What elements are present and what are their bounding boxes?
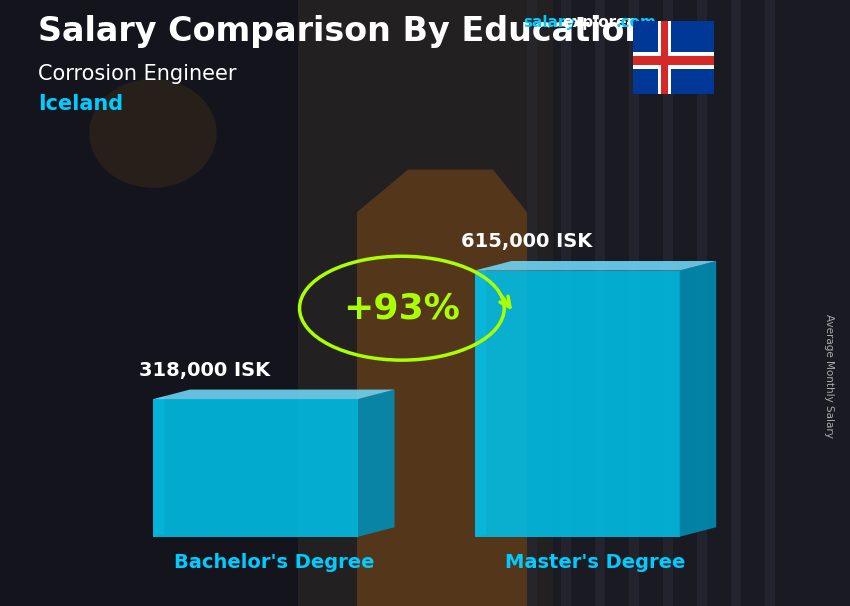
Text: salary: salary: [523, 15, 575, 30]
Polygon shape: [680, 261, 717, 537]
Bar: [633, 52, 714, 68]
Text: Corrosion Engineer: Corrosion Engineer: [38, 64, 237, 84]
Text: Average Monthly Salary: Average Monthly Salary: [824, 314, 834, 438]
Text: 318,000 ISK: 318,000 ISK: [139, 361, 270, 380]
Bar: [561, 0, 571, 606]
Text: explorer: explorer: [563, 15, 635, 30]
Text: Salary Comparison By Education: Salary Comparison By Education: [38, 15, 649, 48]
Bar: [661, 21, 668, 94]
Bar: [765, 0, 775, 606]
Bar: [731, 0, 741, 606]
Text: 615,000 ISK: 615,000 ISK: [461, 232, 592, 251]
Polygon shape: [153, 399, 358, 537]
Text: +93%: +93%: [343, 291, 461, 325]
Text: Bachelor's Degree: Bachelor's Degree: [173, 553, 374, 572]
Bar: [527, 0, 537, 606]
Text: Master's Degree: Master's Degree: [506, 553, 686, 572]
Polygon shape: [475, 268, 486, 537]
Polygon shape: [357, 170, 527, 606]
Bar: [298, 0, 552, 606]
Bar: [595, 0, 605, 606]
Polygon shape: [153, 390, 394, 399]
Polygon shape: [358, 390, 394, 537]
Ellipse shape: [89, 79, 217, 188]
Bar: [663, 0, 673, 606]
Text: .com: .com: [615, 15, 656, 30]
Bar: [0, 0, 298, 606]
Polygon shape: [475, 270, 680, 537]
Text: Iceland: Iceland: [38, 94, 123, 114]
Polygon shape: [475, 261, 717, 270]
Polygon shape: [153, 396, 164, 537]
Bar: [658, 21, 672, 94]
Bar: [633, 56, 714, 65]
Bar: [629, 0, 639, 606]
Bar: [697, 0, 707, 606]
Bar: [552, 0, 850, 606]
